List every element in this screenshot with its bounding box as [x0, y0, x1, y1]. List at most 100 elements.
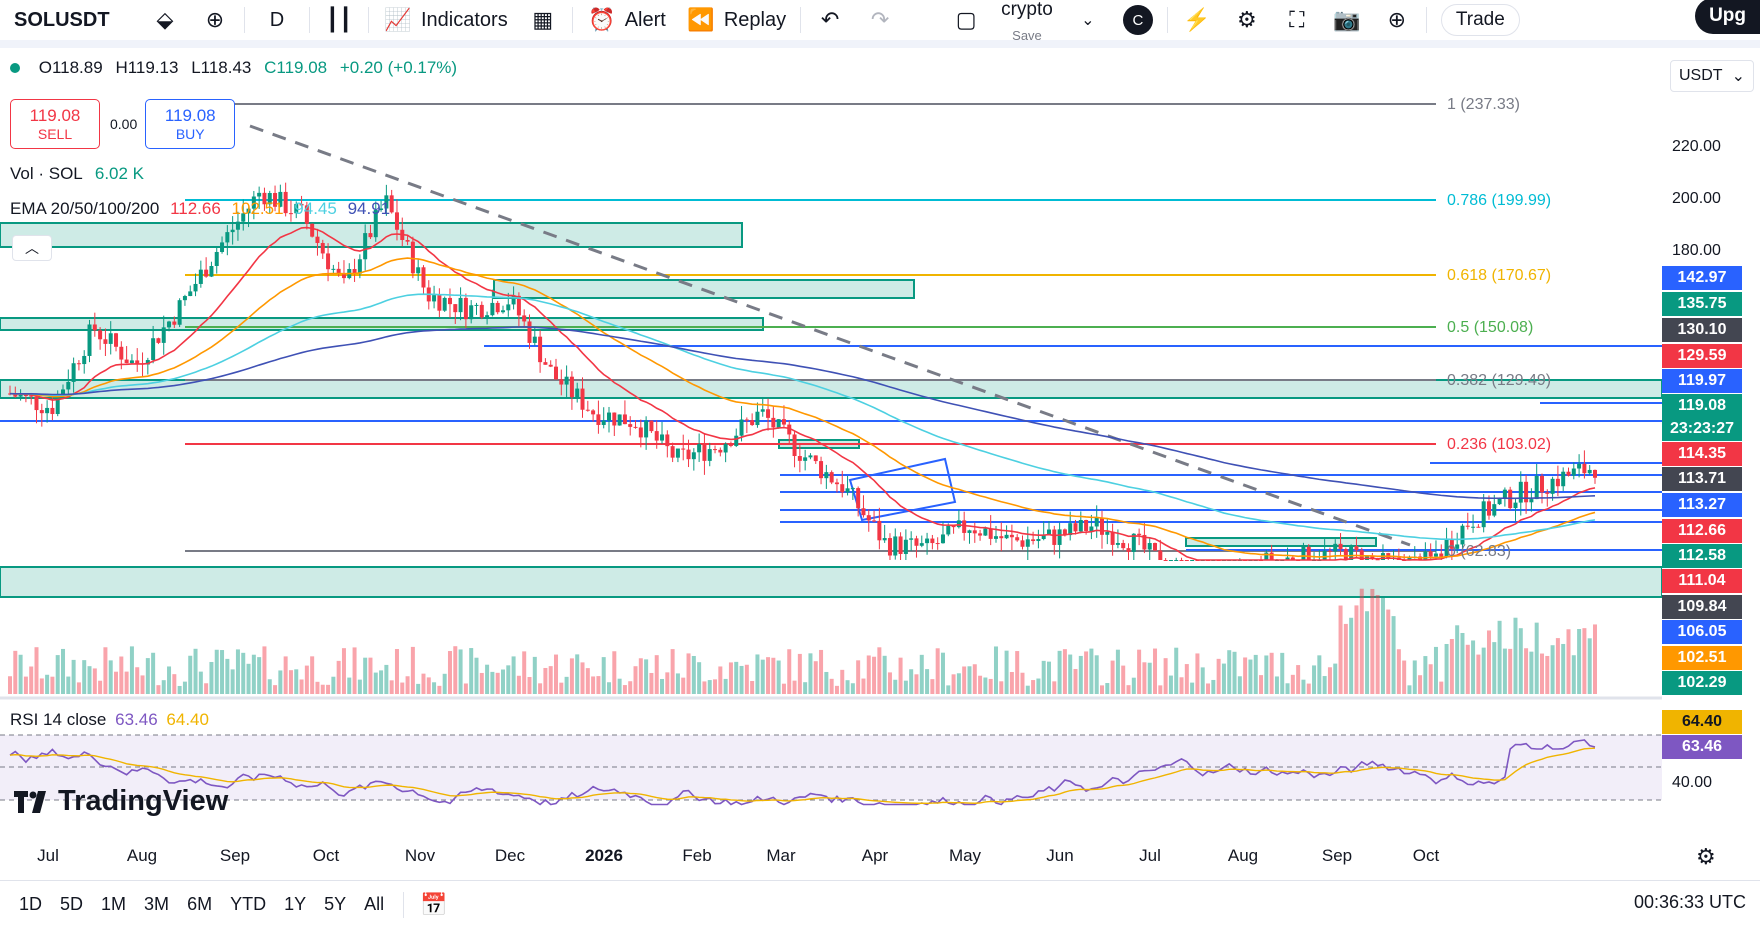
- interval-button[interactable]: D: [269, 8, 285, 31]
- volume-bar: [1041, 660, 1046, 694]
- replay-button[interactable]: ⏪ Replay: [676, 0, 796, 40]
- candle-body: [1343, 549, 1348, 560]
- volume-bar: [633, 666, 638, 694]
- replay-label: Replay: [723, 8, 787, 31]
- candle-body: [352, 269, 357, 274]
- snapshot-button[interactable]: 📷: [1322, 0, 1372, 40]
- range-ytd[interactable]: YTD: [230, 894, 267, 914]
- range-6m[interactable]: 6M: [187, 894, 213, 914]
- candle-body: [87, 324, 92, 356]
- add-symbol-button[interactable]: ⊕: [190, 0, 240, 40]
- volume-bar: [1015, 651, 1020, 694]
- upgrade-button[interactable]: Upg: [1695, 0, 1760, 34]
- candle-body: [1481, 501, 1486, 528]
- range-5y[interactable]: 5Y: [324, 894, 347, 914]
- symbol-compare[interactable]: ⬙: [140, 0, 190, 40]
- layout-button[interactable]: ▢: [941, 0, 991, 40]
- avatar: C: [1122, 5, 1153, 35]
- tradingview-icon: [14, 790, 46, 813]
- indicators-button[interactable]: 📈 Indicators: [373, 0, 518, 40]
- candle-body: [670, 446, 675, 458]
- settings-gear-icon[interactable]: ⚙: [1696, 844, 1716, 869]
- volume-bar: [1412, 660, 1417, 694]
- volume-bar: [209, 661, 214, 694]
- candle-body: [1354, 546, 1359, 551]
- range-1d[interactable]: 1D: [19, 894, 43, 914]
- currency-select[interactable]: USDT ⌄: [1670, 60, 1754, 92]
- fullscreen-button[interactable]: ⛶: [1272, 0, 1322, 40]
- candle-body: [326, 253, 331, 270]
- alert-button[interactable]: ⏰ Alert: [577, 0, 676, 40]
- layout-dropdown[interactable]: ⌄: [1063, 0, 1113, 40]
- time-axis[interactable]: Jul Aug Sep Oct Nov Dec 2026 Feb Mar Apr May Jun Jul…: [0, 842, 1660, 872]
- candle-body: [819, 461, 824, 479]
- user-menu[interactable]: C: [1113, 0, 1163, 40]
- collapse-legend-button[interactable]: ︿: [12, 235, 52, 261]
- settings-button[interactable]: ⚙: [1222, 0, 1272, 40]
- publish-button[interactable]: ⊕: [1372, 0, 1422, 40]
- range-5d[interactable]: 5D: [60, 894, 84, 914]
- candle-body: [601, 420, 606, 425]
- spread-value: 0.00: [110, 116, 138, 132]
- range-1y[interactable]: 1Y: [284, 894, 307, 914]
- chart-canvas[interactable]: 1 (237.33) 0.786 (199.99) 0.618 (170.67) 0.…: [0, 48, 1662, 842]
- volume-legend[interactable]: Vol · SOL 6.02 K: [10, 164, 144, 184]
- candle-body: [956, 520, 961, 528]
- volume-bar: [1227, 650, 1232, 694]
- candle-body: [781, 419, 786, 425]
- candle-body: [750, 420, 755, 426]
- trendline: [249, 124, 1411, 547]
- candle-body: [893, 536, 898, 556]
- volume-bar: [617, 678, 622, 694]
- candle-body: [1078, 519, 1083, 532]
- candle-body: [1407, 558, 1412, 560]
- buy-button[interactable]: 119.08 BUY: [145, 99, 236, 149]
- volume-bar: [644, 659, 649, 694]
- layout-name[interactable]: crypto Save: [991, 0, 1063, 42]
- volume-bar: [61, 648, 66, 694]
- volume-bar: [543, 667, 548, 694]
- symbol-search[interactable]: SOLUSDT: [14, 8, 110, 31]
- time-label: 2026: [585, 846, 623, 865]
- fib-label: 0.618 (170.67): [1447, 267, 1551, 284]
- rsi-legend[interactable]: RSI 14 close 63.46 64.40: [10, 710, 209, 730]
- range-3m[interactable]: 3M: [144, 894, 170, 914]
- quick-search-button[interactable]: ⚡: [1172, 0, 1222, 40]
- volume-bar: [739, 665, 744, 694]
- candle-body: [1593, 469, 1597, 478]
- candle-body: [119, 346, 124, 360]
- fullscreen-icon: ⛶: [1289, 7, 1305, 32]
- volume-bar: [1418, 675, 1423, 694]
- redo-button[interactable]: ↷: [855, 0, 905, 40]
- candle-body: [744, 419, 749, 421]
- volume-bar: [898, 657, 903, 694]
- volume-bar: [691, 655, 696, 694]
- ema-legend[interactable]: EMA 20/50/100/200 112.66 102.51 94.45 94…: [10, 199, 390, 219]
- range-1m[interactable]: 1M: [101, 894, 127, 914]
- candle-body: [288, 213, 293, 215]
- templates-button[interactable]: ▦: [518, 0, 568, 40]
- volume-bar: [1158, 685, 1163, 694]
- sell-button[interactable]: 119.08 SELL: [10, 99, 100, 149]
- candle-body: [1460, 525, 1465, 545]
- volume-bar: [1518, 628, 1523, 694]
- volume-bar: [1380, 597, 1385, 694]
- tradingview-logo[interactable]: TradingView: [14, 785, 228, 818]
- candle-body: [628, 424, 633, 427]
- candle-body: [776, 419, 781, 428]
- volume-bar: [972, 664, 977, 694]
- volume-bar: [1433, 646, 1438, 694]
- undo-button[interactable]: ↶: [805, 0, 855, 40]
- fib-label: 0 (62.83): [1447, 543, 1511, 560]
- time-label: Nov: [404, 846, 436, 865]
- chart-type-button[interactable]: ┃┃: [314, 0, 364, 40]
- volume-bar: [98, 680, 103, 694]
- range-all[interactable]: All: [364, 894, 385, 914]
- range-selector: 1D 5D 1M 3M 6M YTD 1Y 5Y All: [10, 894, 393, 915]
- clock: 00:36:33 UTC: [1633, 892, 1746, 912]
- candle-body: [1062, 529, 1067, 536]
- trade-button[interactable]: Trade: [1431, 0, 1530, 40]
- candle-body: [638, 427, 643, 438]
- calendar-icon[interactable]: 📅: [420, 891, 448, 917]
- volume-bar: [1115, 649, 1120, 694]
